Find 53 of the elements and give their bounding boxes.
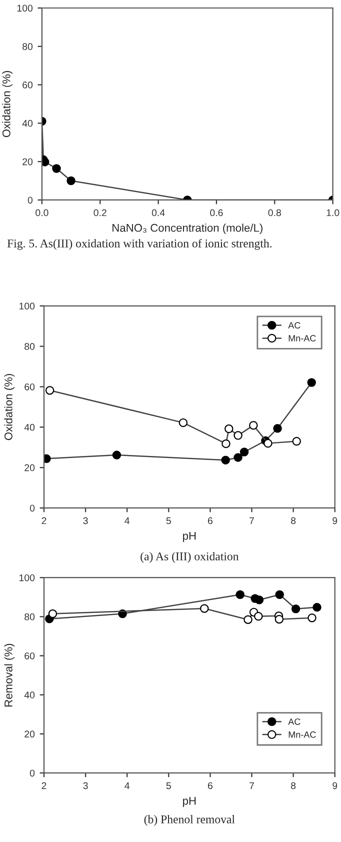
legend-label: AC: [288, 718, 300, 725]
y-tick-label: 0: [28, 196, 33, 204]
x-tick-label: 6: [208, 782, 212, 790]
y-axis-title: Removal (%): [4, 644, 15, 706]
text: (b) Phenol removal: [144, 815, 235, 826]
x-tick-label: 0.4: [152, 209, 165, 216]
x-tick-label: 7: [250, 782, 254, 790]
y-tick-label: 60: [24, 652, 35, 660]
y-tick-label: 40: [22, 120, 33, 127]
x-tick-label: 0.8: [268, 209, 281, 216]
x-tick-label: 6: [208, 517, 212, 524]
y-axis-title: Oxidation (%): [2, 71, 13, 138]
y-tick-label: 100: [19, 302, 35, 310]
y-tick-label: 60: [22, 82, 33, 88]
x-tick-label: 1.0: [326, 209, 340, 216]
text: Fig. 5. As(III) oxidation with variation of ionic strength.: [7, 239, 272, 250]
y-tick-label: 0: [30, 504, 35, 512]
x-tick-label: 3: [83, 782, 88, 790]
y-tick-label: 20: [24, 464, 35, 472]
x-tick-label: 0.0: [36, 209, 48, 216]
legend-label: Mn-AC: [288, 335, 316, 342]
legend-label: AC: [288, 322, 300, 329]
x-tick-label: 8: [291, 782, 296, 790]
y-tick-label: 40: [24, 692, 35, 698]
y-tick-label: 80: [24, 343, 35, 350]
y-tick-label: 60: [24, 383, 35, 390]
x-tick-label: 4: [124, 517, 130, 524]
y-axis-title: Oxidation (%): [4, 374, 15, 440]
x-axis-title: pH: [183, 532, 196, 542]
x-tick-label: 2: [42, 517, 46, 524]
legend-label: Mn-AC: [288, 731, 316, 738]
x-tick-label: 5: [166, 782, 171, 790]
y-tick-label: 40: [24, 424, 35, 431]
y-tick-label: 100: [19, 574, 35, 582]
x-tick-label: 7: [250, 517, 254, 524]
x-tick-label: 9: [332, 782, 338, 790]
x-tick-label: 4: [124, 782, 130, 790]
x-tick-label: 9: [332, 517, 338, 524]
y-tick-label: 20: [24, 730, 35, 738]
y-tick-label: 80: [22, 43, 33, 50]
y-tick-label: 20: [22, 158, 33, 166]
x-axis-title: NaNO₃ Concentration (mole/L): [112, 224, 262, 234]
x-tick-label: 2: [42, 782, 46, 790]
x-tick-label: 3: [83, 517, 88, 524]
x-tick-label: 0.2: [94, 209, 106, 216]
x-tick-label: 8: [291, 517, 296, 524]
y-tick-label: 0: [30, 770, 35, 777]
x-tick-label: 5: [166, 517, 171, 524]
text: (a) As (III) oxidation: [140, 552, 239, 563]
y-tick-label: 80: [24, 613, 35, 620]
x-axis-title: pH: [183, 797, 196, 807]
x-tick-label: 0.6: [210, 209, 223, 216]
y-tick-label: 100: [17, 4, 33, 12]
